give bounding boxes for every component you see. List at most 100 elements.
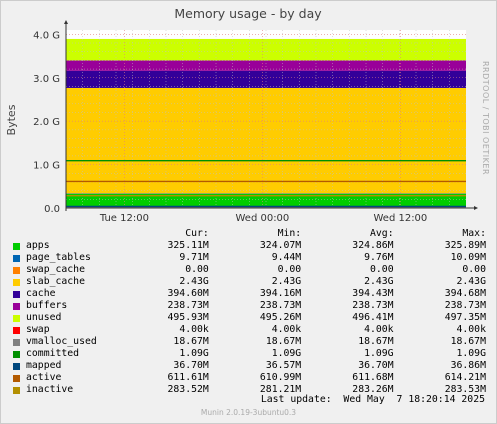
axes — [64, 20, 478, 211]
chart-title: Memory usage - by day — [174, 6, 322, 21]
last-update: Last update: Wed May 7 18:20:14 2025 — [260, 394, 485, 405]
y-tick-label: 4.0 G — [33, 30, 60, 41]
legend-value-cur: 283.52M — [167, 384, 209, 395]
legend-value-cur: 9.71M — [179, 252, 209, 263]
legend-value-avg: 283.26M — [352, 384, 394, 395]
legend-series-name: cache — [26, 288, 56, 299]
legend-series-name: committed — [26, 348, 80, 359]
legend-value-max: 36.86M — [450, 360, 486, 371]
legend-value-cur: 1.09G — [179, 348, 209, 359]
x-tick-label: Tue 12:00 — [99, 213, 149, 224]
legend-series-name: unused — [26, 312, 62, 323]
legend-row-mapped: mapped 36.70M 36.57M 36.70M 36.86M — [12, 360, 486, 372]
legend-value-avg: 0.00 — [370, 264, 394, 275]
legend-value-min: 0.00 — [277, 264, 302, 275]
legend-swatch — [13, 326, 20, 334]
legend-value-min: 610.99M — [259, 372, 302, 383]
legend-value-min: 4.00k — [271, 324, 302, 335]
legend-series-name: page_tables — [26, 252, 91, 263]
x-axis-arrow — [474, 206, 478, 210]
legend-series-name: mapped — [26, 360, 62, 371]
legend-swatch — [13, 314, 20, 322]
legend-header-cur: Cur: — [185, 228, 209, 239]
legend-value-cur: 495.93M — [167, 312, 209, 323]
legend-header-min: Min: — [277, 228, 302, 239]
legend-value-avg: 611.68M — [352, 372, 394, 383]
legend-row-slab-cache: slab_cache 2.43G 2.43G 2.43G 2.43G — [12, 276, 486, 288]
legend-value-cur: 394.60M — [167, 288, 209, 299]
legend-value-min: 495.26M — [259, 312, 302, 323]
rrdtool-label: RRDTOOL / TOBI OETIKER — [481, 61, 490, 175]
legend-value-max: 283.53M — [444, 384, 486, 395]
legend-value-cur: 325.11M — [167, 240, 209, 251]
legend-value-max: 18.67M — [450, 336, 486, 347]
legend-value-max: 1.09G — [456, 348, 486, 359]
legend-series-name: swap_cache — [26, 264, 85, 275]
legend-value-avg: 36.70M — [358, 360, 394, 371]
legend-value-min: 394.16M — [259, 288, 302, 299]
legend-value-avg: 1.09G — [364, 348, 394, 359]
legend-value-min: 18.67M — [265, 336, 302, 347]
legend-value-min: 36.57M — [265, 360, 302, 371]
legend-row-buffers: buffers 238.73M 238.73M 238.73M 238.73M — [12, 300, 486, 312]
munin-version: Munin 2.0.19-3ubuntu0.3 — [200, 408, 297, 417]
y-tick-label: 2.0 G — [33, 117, 60, 128]
area-unused — [66, 38, 466, 61]
legend-value-min: 281.21M — [259, 384, 302, 395]
legend-swatch — [13, 302, 20, 310]
y-tick-label: 0.0 — [44, 204, 60, 215]
legend-header-avg: Avg: — [370, 228, 394, 239]
legend-row-cache: cache 394.60M 394.16M 394.43M 394.68M — [12, 288, 486, 300]
legend-value-max: 4.00k — [456, 324, 486, 335]
legend-value-min: 238.73M — [259, 300, 302, 311]
series-lines — [66, 159, 466, 208]
legend-value-max: 0.00 — [462, 264, 486, 275]
legend-value-cur: 611.61M — [167, 372, 209, 383]
legend-value-max: 325.89M — [444, 240, 486, 251]
legend-value-min: 2.43G — [271, 276, 302, 287]
legend-series-name: vmalloc_used — [26, 336, 97, 347]
legend-row-vmalloc-used: vmalloc_used 18.67M 18.67M 18.67M 18.67M — [12, 336, 486, 348]
legend-swatch — [13, 338, 20, 346]
legend-swatch — [13, 362, 20, 370]
legend-series-name: buffers — [26, 300, 68, 311]
legend-row-page-tables: page_tables 9.71M 9.44M 9.76M 10.09M — [12, 252, 486, 264]
legend-swatch — [13, 374, 20, 382]
legend-swatch — [13, 278, 20, 286]
legend-header-max: Max: — [462, 228, 486, 239]
legend-value-cur: 4.00k — [179, 324, 209, 335]
legend-series-name: apps — [26, 240, 50, 251]
legend-value-max: 614.21M — [444, 372, 486, 383]
y-axis-arrow — [64, 20, 68, 24]
legend-value-cur: 2.43G — [179, 276, 209, 287]
legend-series-name: swap — [26, 324, 50, 335]
legend-value-cur: 0.00 — [185, 264, 209, 275]
y-tick-label: 1.0 G — [33, 161, 60, 172]
legend-value-min: 324.07M — [259, 240, 302, 251]
legend-value-max: 238.73M — [444, 300, 486, 311]
legend-value-cur: 238.73M — [167, 300, 209, 311]
legend-value-min: 1.09G — [271, 348, 302, 359]
legend-value-avg: 2.43G — [364, 276, 394, 287]
legend-value-max: 2.43G — [456, 276, 486, 287]
legend-series-name: inactive — [26, 384, 74, 395]
area-buffers — [66, 60, 466, 71]
legend-header-row: Cur: Min: Avg: Max: — [12, 228, 486, 240]
legend-series-name: active — [26, 372, 62, 383]
legend-row-committed: committed 1.09G 1.09G 1.09G 1.09G — [12, 348, 486, 360]
legend-row-active: active 611.61M 610.99M 611.68M 614.21M — [12, 372, 486, 384]
legend-row-unused: unused 495.93M 495.26M 496.41M 497.35M — [12, 312, 486, 324]
legend-swatch — [13, 254, 20, 262]
legend-value-max: 10.09M — [450, 252, 486, 263]
legend-value-avg: 394.43M — [352, 288, 394, 299]
y-tick-label: 3.0 G — [33, 74, 60, 85]
legend-swatch — [13, 266, 20, 274]
legend-value-avg: 496.41M — [352, 312, 394, 323]
area-cache — [66, 70, 466, 88]
legend-value-avg: 238.73M — [352, 300, 394, 311]
legend-swatch — [13, 290, 20, 298]
tick-labels: 0.0 1.0 G 2.0 G 3.0 G 4.0 G Tue 12:00 Wed 00:0… — [33, 30, 427, 224]
legend-value-cur: 36.70M — [173, 360, 209, 371]
legend-swatch — [13, 242, 20, 250]
